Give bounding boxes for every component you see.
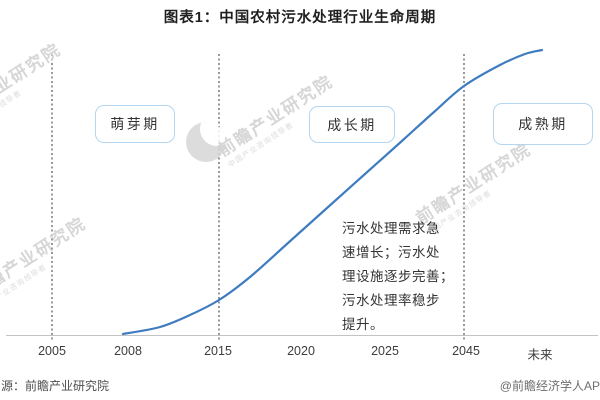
annotation-line: 理设施逐步完善； bbox=[342, 269, 454, 284]
phase-box-maturity: 成熟期 bbox=[493, 103, 593, 145]
x-axis-label: 未来 bbox=[527, 348, 553, 362]
phase-label: 成熟期 bbox=[518, 116, 568, 132]
credit-note: @前瞻经济学人AP bbox=[499, 379, 600, 393]
x-axis-label: 2005 bbox=[38, 344, 66, 358]
annotation-line: 污水处理需求急 bbox=[342, 221, 440, 236]
lifecycle-curve bbox=[121, 48, 544, 336]
growth-phase-annotation: 污水处理需求急 速增长；污水处 理设施逐步完善； 污水处理率稳步 提升。 bbox=[342, 217, 482, 337]
source-note: 源：前瞻产业研究院 bbox=[1, 379, 110, 393]
x-axis-label: 2020 bbox=[287, 344, 315, 358]
phase-label: 成长期 bbox=[327, 116, 377, 133]
x-axis-label: 2015 bbox=[204, 344, 232, 358]
x-axis-label: 2008 bbox=[114, 344, 142, 358]
annotation-line: 提升。 bbox=[342, 317, 384, 332]
x-axis-label: 2045 bbox=[452, 344, 480, 358]
chart-title: 图表1：中国农村污水处理行业生命周期 bbox=[163, 10, 437, 26]
annotation-line: 污水处理率稳步 bbox=[342, 293, 440, 308]
phase-label: 萌芽期 bbox=[110, 116, 160, 132]
phase-box-growth: 成长期 bbox=[309, 106, 395, 143]
phase-box-germination: 萌芽期 bbox=[95, 105, 175, 143]
x-axis-label: 2025 bbox=[371, 344, 399, 358]
annotation-line: 速增长；污水处 bbox=[342, 245, 440, 260]
